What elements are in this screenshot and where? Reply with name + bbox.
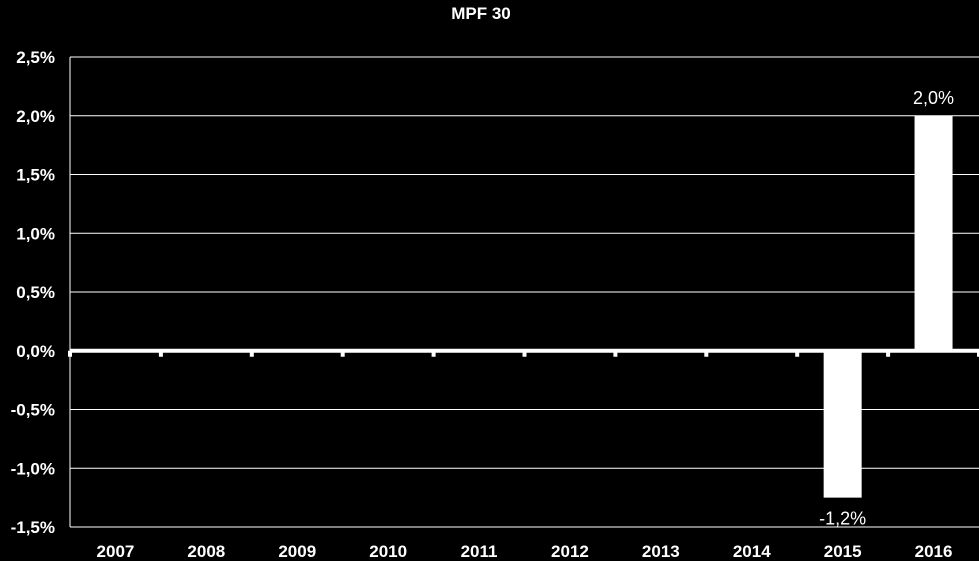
x-tick-label: 2015 (824, 542, 862, 561)
x-tick-label: 2010 (369, 542, 407, 561)
y-tick-label: 2,0% (16, 107, 55, 126)
x-tick-label: 2016 (915, 542, 953, 561)
axes (68, 57, 979, 527)
y-tick-label: -1,0% (11, 459, 55, 478)
x-tick-label: 2008 (187, 542, 225, 561)
y-tick-label: 0,0% (16, 342, 55, 361)
bar (823, 350, 862, 498)
y-tick-label: -1,5% (11, 518, 55, 537)
bars (823, 115, 953, 498)
y-tick-label: -0,5% (11, 401, 55, 420)
bar (914, 115, 953, 351)
y-tick-label: 0,5% (16, 283, 55, 302)
x-tick-label: 2013 (642, 542, 680, 561)
x-tick-label: 2007 (97, 542, 135, 561)
x-axis-tick-labels: 2007 2008 2009 2010 2011 2012 2013 2014 2015 2016 (97, 542, 953, 561)
y-tick-label: 2,5% (16, 48, 55, 67)
data-label: 2,0% (913, 88, 954, 108)
data-label: -1,2% (819, 509, 866, 529)
y-tick-label: 1,5% (16, 166, 55, 185)
y-axis-tick-labels: 2,5% 2,0% 1,5% 1,0% 0,5% 0,0% -0,5% -1,0% -1,5% (11, 48, 55, 537)
x-tick-label: 2011 (461, 542, 498, 561)
gridlines (70, 56, 979, 528)
x-tick-label: 2009 (278, 542, 316, 561)
x-tick-label: 2012 (551, 542, 589, 561)
data-labels: -1,2% 2,0% (819, 88, 954, 529)
y-tick-label: 1,0% (16, 224, 55, 243)
x-tick-label: 2014 (733, 542, 771, 561)
chart-title: MPF 30 (451, 4, 511, 23)
